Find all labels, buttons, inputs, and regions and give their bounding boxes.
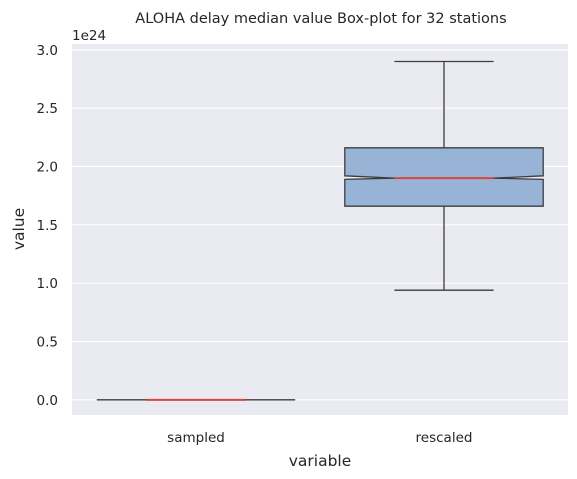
- y-tick-label: 2.5: [37, 101, 58, 117]
- y-tick-label: 2.0: [37, 160, 58, 176]
- plot-area: [72, 44, 568, 415]
- y-axis-ticks: 0.0 0.5 1.0 1.5 2.0 2.5 3.0: [37, 43, 58, 409]
- box-rescaled: [344, 60, 544, 291]
- x-tick-label: sampled: [167, 430, 225, 446]
- x-tick-label: rescaled: [416, 430, 473, 446]
- grid-lines: [72, 49, 568, 401]
- x-axis-label: variable: [289, 452, 352, 470]
- y-tick-label: 0.0: [37, 393, 58, 409]
- y-offset-label: 1e24: [72, 28, 106, 44]
- y-tick-label: 1.0: [37, 276, 58, 292]
- y-tick-label: 1.5: [37, 218, 58, 234]
- y-tick-label: 3.0: [37, 43, 58, 59]
- y-axis-label: value: [10, 208, 28, 250]
- boxes: [96, 60, 544, 401]
- chart-title: ALOHA delay median value Box-plot for 32…: [135, 11, 506, 27]
- x-axis-ticks: sampled rescaled: [167, 430, 472, 446]
- box-body: [344, 147, 544, 207]
- y-tick-label: 0.5: [37, 335, 58, 351]
